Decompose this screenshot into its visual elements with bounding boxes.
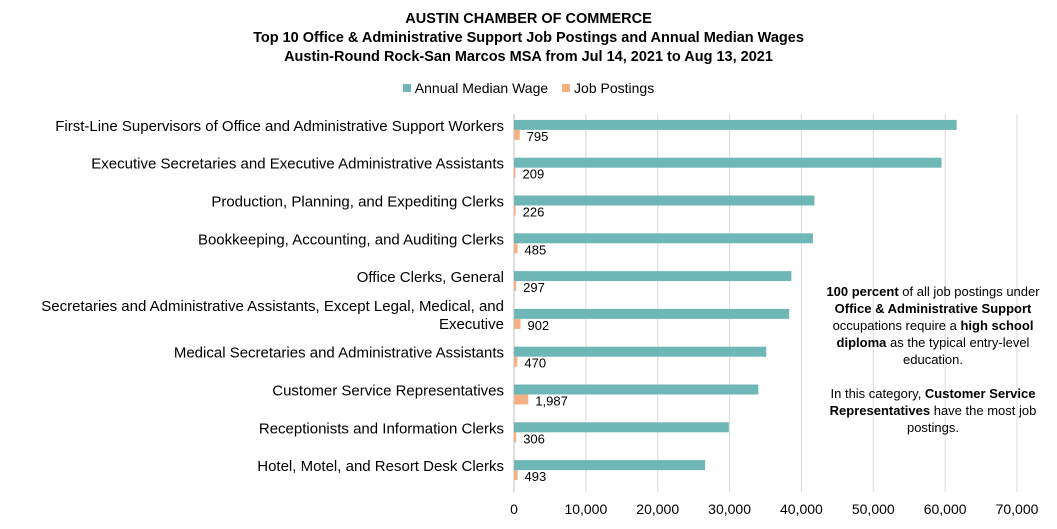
legend-swatch-wage: [402, 84, 411, 92]
p1-segment: Office & Administrative Support: [834, 301, 1032, 316]
postings-data-label: 297: [523, 280, 545, 295]
note-diploma-requirement: 100 percent of all job postings under Of…: [822, 283, 1044, 368]
note-most-postings: In this category, Customer Service Repre…: [822, 385, 1044, 436]
wage-bar: [514, 460, 706, 471]
postings-data-label: 306: [523, 431, 545, 446]
wage-bar: [514, 119, 957, 130]
category-label: Customer Service Representatives: [272, 383, 504, 400]
legend-label-wage: Annual Median Wage: [414, 80, 549, 96]
legend-item-postings: Job Postings: [562, 80, 654, 96]
postings-data-label: 795: [527, 129, 549, 144]
category-label: Executive Secretaries and Executive Admi…: [91, 156, 504, 173]
postings-bar: [514, 432, 517, 443]
chart-legend: Annual Median Wage Job Postings: [0, 80, 1057, 96]
postings-bar: [514, 356, 518, 367]
category-label: Production, Planning, and Expediting Cle…: [211, 194, 504, 211]
x-tick-label: 40,000: [780, 501, 823, 517]
p1-segment: of all job postings under: [898, 284, 1040, 299]
postings-bar: [514, 394, 529, 405]
chart-subtitle-region: Austin-Round Rock-San Marcos MSA from Ju…: [284, 49, 773, 65]
wage-bar: [514, 422, 729, 433]
postings-bar: [514, 243, 518, 254]
postings-data-label: 209: [523, 167, 545, 182]
p2-segment: In this category,: [830, 386, 925, 401]
category-label: Office Clerks, General: [357, 269, 504, 286]
wage-bar: [514, 384, 759, 395]
category-label: Receptionists and Information Clerks: [259, 420, 504, 437]
category-label: Bookkeeping, Accounting, and Auditing Cl…: [198, 231, 504, 248]
wage-bar: [514, 195, 815, 206]
wage-bar: [514, 308, 790, 319]
category-label: First-Line Supervisors of Office and Adm…: [55, 118, 504, 135]
x-tick-label: 20,000: [636, 501, 679, 517]
p1-segment: high school diploma: [836, 318, 1034, 350]
chart-subtitle: Top 10 Office & Administrative Support J…: [253, 30, 804, 46]
p1-segment: as the typical entry-level education.: [886, 335, 1030, 367]
postings-data-label: 1,987: [535, 394, 568, 409]
postings-bar: [514, 205, 516, 216]
legend-swatch-postings: [562, 84, 571, 92]
legend-item-wage: Annual Median Wage: [402, 80, 549, 96]
x-tick-label: 10,000: [564, 501, 607, 517]
postings-bar: [514, 318, 521, 329]
wage-bar: [514, 271, 792, 282]
postings-data-label: 470: [524, 356, 546, 371]
postings-data-label: 493: [525, 469, 547, 484]
postings-bar: [514, 470, 518, 481]
category-label: Secretaries and Administrative Assistant…: [41, 298, 504, 315]
postings-bar: [514, 167, 516, 178]
wage-bar: [514, 346, 767, 357]
education-note: 100 percent of all job postings under Of…: [822, 283, 1044, 453]
x-tick-label: 0: [510, 501, 518, 517]
postings-data-label: 902: [527, 318, 549, 333]
x-tick-label: 60,000: [924, 501, 967, 517]
chart-title: AUSTIN CHAMBER OF COMMERCE: [405, 11, 652, 27]
x-tick-label: 50,000: [852, 501, 895, 517]
postings-data-label: 485: [524, 242, 546, 257]
postings-bar: [514, 281, 517, 292]
postings-bar: [514, 129, 520, 140]
wage-bar: [514, 157, 942, 168]
category-label: Medical Secretaries and Administrative A…: [174, 345, 504, 362]
p2-segment: have the most job postings.: [906, 403, 1037, 435]
legend-label-postings: Job Postings: [574, 80, 655, 96]
p2-segment: Customer Service Representatives: [829, 386, 1036, 418]
category-label: Hotel, Motel, and Resort Desk Clerks: [257, 458, 504, 475]
postings-data-label: 226: [523, 205, 545, 220]
p1-segment: occupations require a: [832, 318, 961, 333]
p1-segment: 100 percent: [826, 284, 899, 299]
chart-title-block: AUSTIN CHAMBER OF COMMERCE Top 10 Office…: [0, 10, 1057, 67]
category-label: Executive: [439, 316, 504, 333]
x-tick-label: 30,000: [708, 501, 751, 517]
x-tick-label: 70,000: [996, 501, 1039, 517]
wage-bar: [514, 233, 813, 244]
